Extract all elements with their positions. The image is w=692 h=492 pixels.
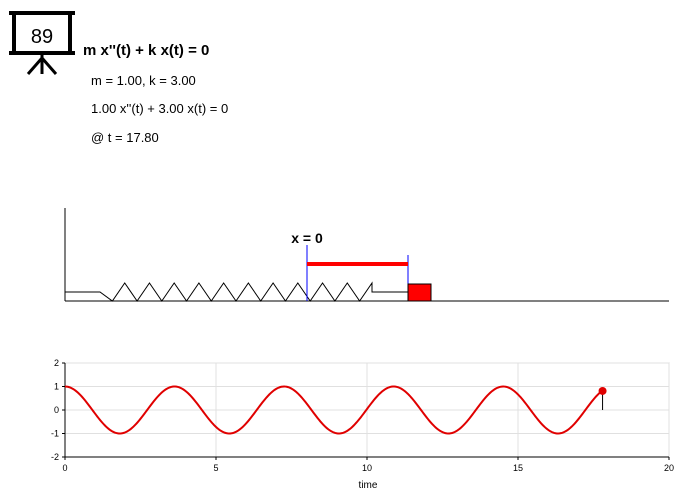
time-text: @ t = 17.80 [91, 130, 159, 145]
x-tick-label: 5 [213, 463, 218, 473]
y-tick-label: -2 [51, 452, 59, 462]
equation-title: m x''(t) + k x(t) = 0 [83, 42, 210, 59]
y-tick-label: -1 [51, 429, 59, 439]
specific-equation-text: 1.00 x''(t) + 3.00 x(t) = 0 [91, 101, 229, 116]
badge-number: 89 [31, 26, 53, 48]
x-tick-label: 15 [513, 463, 523, 473]
position-series-line [64, 385, 604, 435]
spring-coil [65, 281, 408, 302]
x-tick-label: 10 [362, 463, 372, 473]
equilibrium-label: x = 0 [291, 230, 323, 246]
position-time-chart: 210-1-20 5 10 15 20 time [51, 358, 674, 491]
spring-mass-diagram: x = 0 [64, 208, 669, 302]
mass-block [407, 283, 432, 302]
presentation-board-icon: 89 [9, 11, 75, 75]
x-tick-label: 0 [62, 463, 67, 473]
y-tick-label: 1 [54, 382, 59, 392]
x-tick-label: 20 [664, 463, 674, 473]
y-tick-label: 2 [54, 358, 59, 368]
current-point-marker [598, 386, 607, 395]
y-tick-label: 0 [54, 405, 59, 415]
x-axis-label: time [359, 480, 378, 491]
parameters-text: m = 1.00, k = 3.00 [91, 73, 196, 88]
